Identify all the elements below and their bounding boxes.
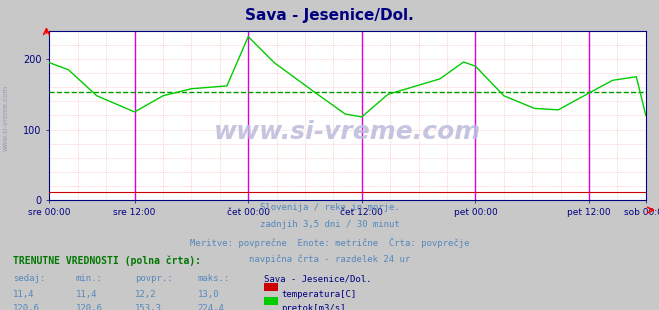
Text: 120,6: 120,6: [13, 304, 40, 310]
Text: 120,6: 120,6: [76, 304, 103, 310]
Text: navpična črta - razdelek 24 ur: navpična črta - razdelek 24 ur: [249, 254, 410, 264]
Text: www.si-vreme.com: www.si-vreme.com: [214, 120, 481, 144]
Text: min.:: min.:: [76, 274, 103, 283]
Text: Slovenija / reke in morje.: Slovenija / reke in morje.: [260, 203, 399, 212]
Text: Sava - Jesenice/Dol.: Sava - Jesenice/Dol.: [264, 274, 371, 283]
Text: pretok[m3/s]: pretok[m3/s]: [281, 304, 346, 310]
Text: zadnjih 3,5 dni / 30 minut: zadnjih 3,5 dni / 30 minut: [260, 220, 399, 229]
Text: sedaj:: sedaj:: [13, 274, 45, 283]
Text: Meritve: povprečne  Enote: metrične  Črta: povprečje: Meritve: povprečne Enote: metrične Črta:…: [190, 237, 469, 248]
Text: 12,2: 12,2: [135, 290, 157, 299]
Text: 13,0: 13,0: [198, 290, 219, 299]
Text: 224,4: 224,4: [198, 304, 225, 310]
Text: TRENUTNE VREDNOSTI (polna črta):: TRENUTNE VREDNOSTI (polna črta):: [13, 256, 201, 266]
Text: 11,4: 11,4: [76, 290, 98, 299]
Text: 11,4: 11,4: [13, 290, 35, 299]
Text: maks.:: maks.:: [198, 274, 230, 283]
Text: 153,3: 153,3: [135, 304, 162, 310]
Text: Sava - Jesenice/Dol.: Sava - Jesenice/Dol.: [245, 8, 414, 23]
Text: povpr.:: povpr.:: [135, 274, 173, 283]
Text: temperatura[C]: temperatura[C]: [281, 290, 357, 299]
Text: www.si-vreme.com: www.si-vreme.com: [2, 85, 9, 151]
